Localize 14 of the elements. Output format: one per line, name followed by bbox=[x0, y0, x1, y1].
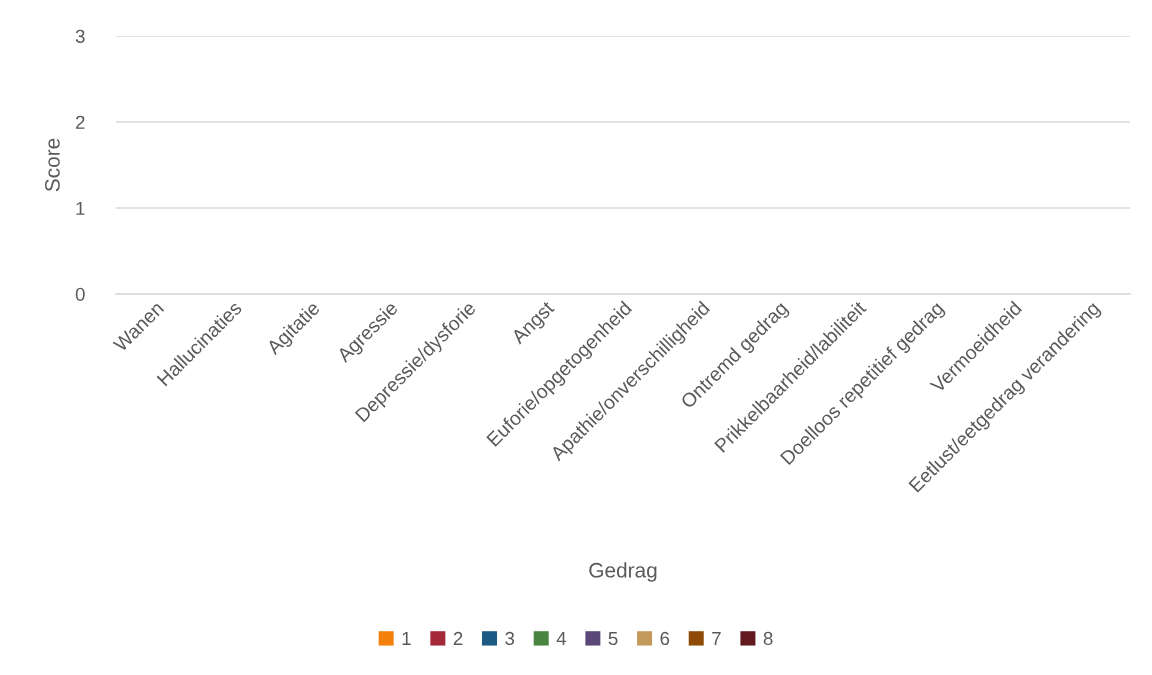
y-tick-label: 3 bbox=[75, 29, 85, 43]
legend-label: 3 bbox=[505, 631, 515, 646]
legend-label: 2 bbox=[453, 631, 463, 645]
y-axis-title: Score bbox=[45, 138, 60, 192]
y-tick-label: 1 bbox=[76, 201, 85, 215]
y-tick-label: 0 bbox=[75, 287, 85, 301]
y-tick-label: 2 bbox=[75, 115, 85, 129]
legend-label: 4 bbox=[556, 632, 567, 645]
legend-label: 1 bbox=[402, 632, 411, 645]
x-axis-title: Gedrag bbox=[589, 562, 657, 582]
legend-label: 8 bbox=[763, 631, 773, 646]
legend-label: 5 bbox=[608, 632, 618, 646]
legend-label: 6 bbox=[660, 631, 670, 646]
legend-label: 7 bbox=[712, 632, 721, 645]
